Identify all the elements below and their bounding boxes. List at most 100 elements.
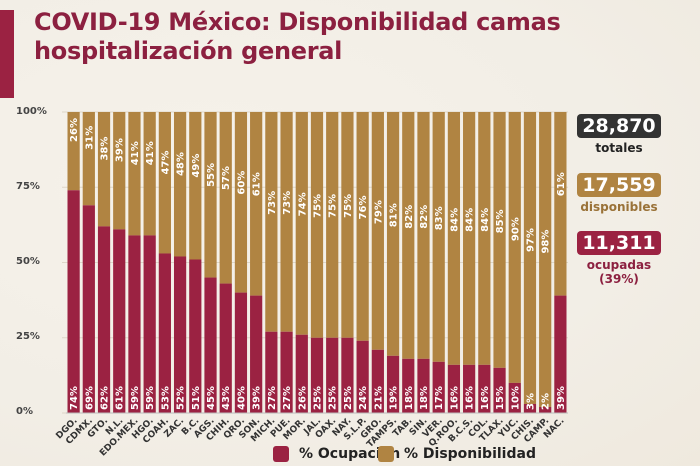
bar-disponibilidad	[295, 112, 308, 335]
bar-ocupacion	[341, 337, 354, 413]
data-label-disponibilidad: 61%	[556, 172, 567, 196]
data-label-ocupacion: 59%	[145, 386, 156, 410]
data-label-ocupacion: 3%	[525, 393, 536, 410]
accent-bar	[0, 10, 14, 98]
bar-ocupacion	[234, 292, 248, 413]
bar-disponibilidad	[539, 112, 552, 407]
data-label-disponibilidad: 48%	[176, 152, 187, 176]
y-tick-0: 0%	[16, 406, 33, 417]
bar-ocupacion	[554, 295, 567, 413]
bar-ocupacion	[67, 190, 80, 413]
totales-label: totales	[595, 141, 643, 155]
bar-disponibilidad	[523, 112, 537, 404]
bar-disponibilidad	[478, 112, 491, 365]
summary-totales: 28,870 totales	[574, 114, 664, 155]
bar-disponibilidad	[508, 112, 521, 383]
data-label-ocupacion: 40%	[236, 386, 247, 410]
data-label-disponibilidad: 84%	[465, 208, 476, 232]
bar-disponibilidad	[432, 112, 445, 362]
bar-ocupacion	[402, 358, 415, 413]
bar-ocupacion	[326, 337, 339, 413]
bar-ocupacion	[493, 367, 506, 413]
data-label-ocupacion: 16%	[480, 386, 491, 410]
bar-disponibilidad	[250, 112, 263, 296]
data-label-ocupacion: 43%	[221, 386, 232, 410]
data-label-ocupacion: 16%	[465, 386, 476, 410]
data-label-ocupacion: 18%	[419, 386, 430, 410]
data-label-ocupacion: 16%	[449, 386, 460, 410]
bar-disponibilidad	[341, 112, 354, 338]
summary-disponibles: 17,559 disponibles	[574, 173, 664, 214]
bar-ocupacion	[371, 349, 384, 413]
data-label-disponibilidad: 31%	[84, 126, 95, 150]
data-label-disponibilidad: 47%	[160, 151, 171, 175]
data-label-ocupacion: 10%	[510, 386, 521, 410]
summary-ocupadas: 11,311 ocupadas (39%)	[574, 231, 664, 286]
data-label-ocupacion: 39%	[556, 386, 567, 410]
legend-disponibilidad: % Disponibilidad	[378, 446, 536, 462]
data-label-disponibilidad: 97%	[525, 228, 536, 252]
data-label-ocupacion: 24%	[358, 386, 369, 410]
data-label-disponibilidad: 98%	[541, 230, 552, 254]
totales-value: 28,870	[577, 114, 661, 138]
bar-ocupacion	[310, 337, 324, 413]
data-label-disponibilidad: 57%	[221, 166, 232, 190]
data-label-ocupacion: 25%	[343, 386, 354, 410]
bar-disponibilidad	[234, 112, 248, 293]
bar-disponibilidad	[402, 112, 415, 359]
data-label-disponibilidad: 73%	[267, 191, 278, 215]
bar-ocupacion	[173, 256, 187, 413]
ocupadas-pct: (39%)	[599, 272, 639, 286]
data-label-ocupacion: 17%	[434, 386, 445, 410]
data-label-ocupacion: 19%	[389, 386, 400, 410]
data-label-ocupacion: 62%	[100, 386, 111, 410]
bar-disponibilidad	[82, 112, 95, 206]
bar-disponibilidad	[310, 112, 324, 338]
bar-ocupacion	[478, 364, 491, 413]
data-label-disponibilidad: 79%	[373, 200, 384, 224]
bar-disponibilidad	[386, 112, 400, 356]
y-tick-75: 75%	[16, 181, 40, 192]
data-label-ocupacion: 25%	[313, 386, 324, 410]
bar-ocupacion	[204, 277, 217, 413]
bar-disponibilidad	[189, 112, 202, 260]
bar-disponibilidad	[463, 112, 476, 365]
ocupadas-value: 11,311	[577, 231, 661, 255]
data-label-ocupacion: 59%	[130, 386, 141, 410]
data-label-ocupacion: 74%	[69, 386, 80, 410]
bar-ocupacion	[447, 364, 461, 413]
y-tick-25: 25%	[16, 331, 40, 342]
data-label-ocupacion: 27%	[267, 386, 278, 410]
bar-ocupacion	[97, 226, 111, 413]
data-label-ocupacion: 2%	[541, 393, 552, 410]
bar-ocupacion	[82, 205, 95, 413]
legend-swatch-ocupacion	[273, 446, 289, 462]
data-label-disponibilidad: 76%	[358, 196, 369, 220]
data-label-disponibilidad: 75%	[328, 194, 339, 218]
data-label-ocupacion: 15%	[495, 386, 506, 410]
disponibles-value: 17,559	[577, 173, 661, 197]
bar-disponibilidad	[371, 112, 384, 350]
bar-ocupacion	[463, 364, 476, 413]
bar-disponibilidad	[128, 112, 141, 236]
data-label-disponibilidad: 60%	[236, 171, 247, 195]
y-tick-50: 50%	[16, 256, 40, 267]
data-label-disponibilidad: 84%	[480, 208, 491, 232]
bar-disponibilidad	[265, 112, 278, 332]
disponibles-label: disponibles	[580, 200, 658, 214]
bar-ocupacion	[386, 355, 400, 413]
data-label-disponibilidad: 75%	[313, 194, 324, 218]
bar-ocupacion	[219, 283, 232, 413]
data-label-disponibilidad: 83%	[434, 206, 445, 230]
data-label-ocupacion: 53%	[160, 386, 171, 410]
bar-disponibilidad	[204, 112, 217, 278]
bar-ocupacion	[523, 403, 537, 413]
bar-ocupacion	[356, 340, 369, 413]
bar-ocupacion	[250, 295, 263, 413]
bar-ocupacion	[143, 235, 156, 413]
data-label-disponibilidad: 84%	[449, 208, 460, 232]
bar-ocupacion	[432, 361, 445, 413]
bar-ocupacion	[158, 253, 171, 413]
data-label-ocupacion: 25%	[328, 386, 339, 410]
